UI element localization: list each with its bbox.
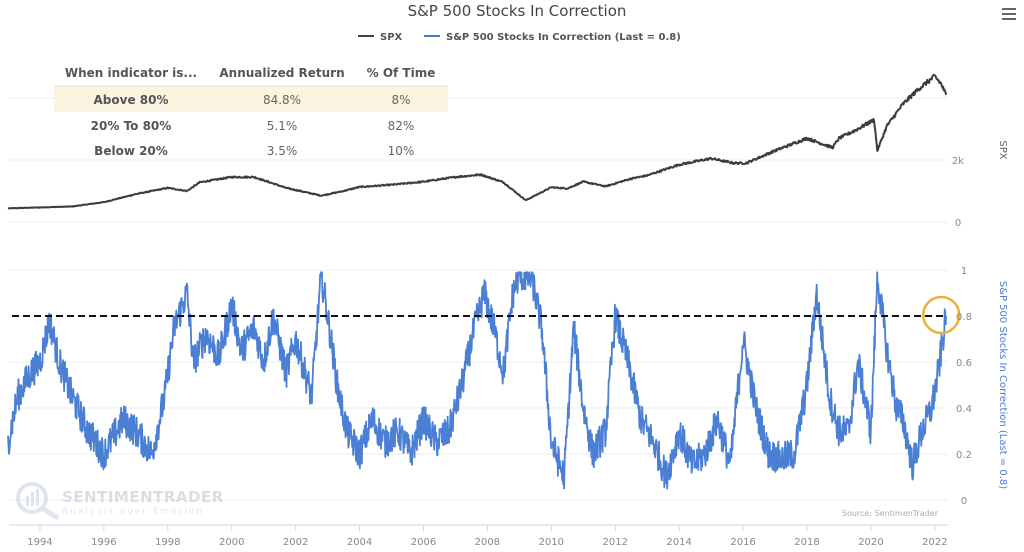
legend-item-spx[interactable]: SPX	[358, 32, 403, 43]
spx-y-axis: 0 2k	[952, 156, 964, 229]
x-tick-label: 1994	[27, 537, 52, 548]
spx-y-tick-label: 0	[955, 218, 961, 229]
x-tick-label: 2012	[603, 537, 628, 548]
table-cell-condition: 20% To 80%	[91, 119, 172, 133]
x-axis: 1994 1996 1998 2000 2002 2004 2006 2008 2010 2012…	[27, 525, 948, 548]
logo-magnifier-handle	[40, 505, 60, 521]
hamburger-menu-icon[interactable]	[1002, 8, 1016, 22]
table-cell-condition: Below 20%	[94, 144, 168, 158]
source-credit: Source: SentimenTrader	[842, 509, 939, 518]
indicator-y-tick-label: 1	[961, 266, 967, 277]
legend-item-indicator[interactable]: S&P 500 Stocks In Correction (Last = 0.8…	[424, 32, 681, 43]
x-tick-label: 2002	[283, 537, 308, 548]
indicator-y-tick-label: 0.8	[956, 312, 972, 323]
table-cell-return: 3.5%	[267, 144, 298, 158]
x-tick-label: 2022	[922, 537, 947, 548]
spx-y-tick-label: 2k	[952, 156, 964, 167]
table-header-time: % Of Time	[367, 66, 436, 80]
x-tick-label: 2006	[411, 537, 436, 548]
indicator-y-axis: 0 0.2 0.4 0.6 0.8 1	[956, 266, 972, 507]
indicator-y-tick-label: 0.4	[956, 404, 972, 415]
x-tick-label: 2008	[475, 537, 500, 548]
table-cell-time: 82%	[388, 119, 415, 133]
table-highlight-row-bg	[54, 86, 448, 112]
x-tick-label: 2000	[219, 537, 244, 548]
table-row: Above 80% 84.8% 8%	[94, 93, 411, 107]
x-tick-label: 1998	[155, 537, 180, 548]
indicator-y-tick-label: 0.6	[956, 358, 972, 369]
legend: SPX S&P 500 Stocks In Correction (Last =…	[358, 32, 681, 43]
table-header-condition: When indicator is...	[65, 66, 197, 80]
indicator-axis-title: S&P 500 Stocks In Correction (Last = 0.8…	[997, 281, 1008, 489]
table-cell-return: 84.8%	[263, 93, 301, 107]
table-row: Below 20% 3.5% 10%	[94, 144, 414, 158]
logo-tagline: Analysis over Emotion	[62, 507, 204, 517]
indicator-gridlines	[9, 269, 948, 501]
x-tick-label: 1996	[91, 537, 116, 548]
table-cell-condition: Above 80%	[94, 93, 169, 107]
x-tick-label: 2018	[794, 537, 819, 548]
x-tick-label: 2016	[730, 537, 755, 548]
x-tick-label: 2014	[666, 537, 691, 548]
spx-gridlines	[9, 97, 948, 223]
chart-title: S&P 500 Stocks In Correction	[408, 2, 627, 20]
x-tick-label: 2004	[347, 537, 372, 548]
spx-series-line	[7, 73, 947, 210]
table-cell-time: 8%	[391, 93, 410, 107]
sentimentrader-logo: SENTIMENTRADER Analysis over Emotion	[16, 482, 224, 521]
indicator-y-tick-label: 0.2	[956, 450, 972, 461]
x-tick-label: 2020	[858, 537, 883, 548]
logo-bar	[26, 496, 29, 506]
x-tick-label: 2010	[539, 537, 564, 548]
legend-label-spx: SPX	[380, 32, 403, 43]
stats-table: When indicator is... Annualized Return %…	[54, 66, 448, 158]
legend-label-indicator: S&P 500 Stocks In Correction (Last = 0.8…	[446, 32, 681, 43]
table-cell-time: 10%	[388, 144, 415, 158]
table-header-return: Annualized Return	[219, 66, 344, 80]
logo-bar	[36, 489, 39, 506]
spx-axis-title: SPX	[997, 140, 1008, 159]
logo-magnifier-icon	[16, 482, 48, 514]
indicator-series-line	[7, 271, 947, 490]
highlight-circle	[921, 295, 961, 335]
table-row: 20% To 80% 5.1% 82%	[91, 119, 415, 133]
logo-bar	[31, 492, 34, 506]
table-cell-return: 5.1%	[267, 119, 298, 133]
indicator-y-tick-label: 0	[961, 496, 967, 507]
logo-name: SENTIMENTRADER	[62, 488, 224, 506]
